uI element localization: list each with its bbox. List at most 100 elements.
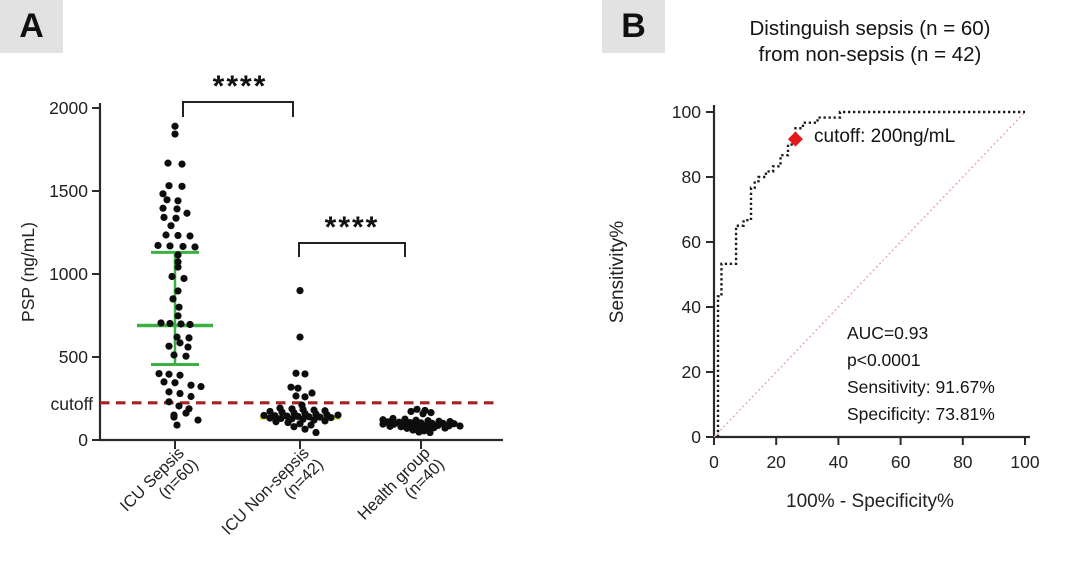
scatter-data-point bbox=[176, 389, 184, 398]
scatter-data-point bbox=[176, 371, 184, 379]
scatter-data-point bbox=[260, 411, 268, 420]
scatter-data-point bbox=[178, 182, 186, 190]
scatter-data-point bbox=[296, 420, 304, 428]
panel-b-x-tick-label: 100 bbox=[1010, 452, 1039, 472]
scatter-data-point bbox=[316, 413, 324, 421]
roc-stats-block: AUC=0.93 p<0.0001 Sensitivity: 91.67% Sp… bbox=[847, 320, 995, 428]
scatter-data-point bbox=[292, 369, 300, 377]
scatter-data-point bbox=[164, 159, 172, 167]
scatter-data-point bbox=[166, 319, 174, 328]
scatter-data-point bbox=[166, 242, 174, 250]
roc-curve bbox=[716, 110, 1025, 437]
scatter-data-point bbox=[379, 420, 387, 428]
scatter-data-point bbox=[197, 382, 205, 391]
scatter-data-point bbox=[165, 342, 173, 350]
scatter-data-point bbox=[178, 160, 186, 168]
scatter-data-point bbox=[159, 204, 167, 212]
scatter-data-point bbox=[290, 423, 298, 431]
scatter-data-point bbox=[167, 222, 175, 230]
panel-a-y-tick-label: 500 bbox=[59, 347, 88, 367]
scatter-data-point bbox=[174, 231, 182, 240]
scatter-data-point bbox=[168, 272, 176, 281]
scatter-data-point bbox=[182, 352, 190, 360]
scatter-data-point bbox=[278, 408, 286, 416]
scatter-data-point bbox=[174, 263, 182, 271]
scatter-data-point bbox=[186, 320, 194, 329]
scatter-data-point bbox=[160, 213, 168, 221]
panel-a-y-axis-title: PSP (ng/mL) bbox=[18, 222, 38, 322]
panel-b-x-axis-title: 100% - Specificity% bbox=[786, 491, 954, 512]
scatter-data-point bbox=[157, 319, 165, 327]
scatter-data-point bbox=[165, 398, 173, 406]
scatter-data-point bbox=[191, 243, 199, 251]
scatter-data-point bbox=[296, 333, 304, 341]
panel-b-y-tick-label: 80 bbox=[682, 167, 702, 187]
scatter-data-point bbox=[171, 122, 179, 130]
significance-bracket bbox=[298, 242, 406, 257]
panel-b-y-tick-label: 40 bbox=[682, 297, 702, 317]
scatter-data-point bbox=[165, 388, 173, 396]
scatter-data-point bbox=[284, 418, 292, 427]
roc-sensitivity-text: Sensitivity: 91.67% bbox=[847, 377, 995, 397]
scatter-data-point bbox=[179, 242, 187, 251]
panel-a-y-tick-label: 0 bbox=[78, 430, 88, 450]
significance-stars-nonsepsis-vs-health: **** bbox=[324, 211, 380, 244]
scatter-data-point bbox=[327, 413, 335, 422]
panel-a-cutoff-label: cutoff bbox=[50, 394, 94, 414]
panel-b-x-tick-label: 60 bbox=[891, 452, 911, 472]
scatter-data-point bbox=[266, 414, 274, 422]
panel-b-y-axis-title: Sensitivity% bbox=[607, 220, 628, 324]
scatter-data-point bbox=[183, 209, 191, 217]
scatter-data-point bbox=[186, 232, 194, 240]
scatter-data-point bbox=[407, 407, 415, 416]
scatter-data-point bbox=[334, 411, 342, 419]
scatter-data-point bbox=[182, 409, 190, 417]
scatter-data-point bbox=[389, 414, 397, 423]
scatter-data-point bbox=[194, 416, 202, 424]
scatter-data-point bbox=[173, 333, 181, 341]
x-category-label-group: ICU Non-sepsis(n=42) bbox=[218, 444, 327, 538]
scatter-data-point bbox=[272, 418, 280, 426]
scatter-data-point bbox=[386, 422, 394, 430]
scatter-data-point bbox=[187, 392, 195, 401]
panel-b-label: B bbox=[602, 0, 665, 53]
scatter-data-point bbox=[154, 241, 162, 250]
scatter-data-point bbox=[174, 251, 182, 259]
scatter-data-point bbox=[165, 182, 173, 190]
scatter-data-point bbox=[287, 383, 295, 391]
roc-cutoff-annotation: cutoff: 200ng/mL bbox=[814, 126, 956, 147]
scatter-data-point bbox=[409, 426, 417, 434]
scatter-data-point bbox=[426, 428, 434, 437]
scatter-data-point bbox=[174, 258, 182, 266]
scatter-data-point bbox=[160, 378, 168, 386]
scatter-data-point bbox=[172, 214, 180, 222]
scatter-data-point bbox=[171, 130, 179, 138]
scatter-data-point bbox=[403, 424, 411, 432]
scatter-data-point bbox=[159, 190, 167, 198]
scatter-data-point bbox=[173, 205, 181, 213]
scatter-data-point bbox=[176, 339, 184, 347]
scatter-data-point bbox=[308, 389, 316, 397]
scatter-data-point bbox=[185, 334, 193, 342]
scatter-data-point bbox=[294, 384, 302, 392]
scatter-data-point bbox=[162, 231, 170, 239]
panel-b-title-line1: Distinguish sepsis (n = 60) bbox=[749, 17, 991, 40]
scatter-data-point bbox=[415, 428, 423, 436]
scatter-data-point bbox=[296, 287, 304, 295]
scatter-data-point bbox=[187, 381, 195, 389]
panel-b-title-line2: from non-sepsis (n = 42) bbox=[758, 43, 982, 66]
panel-b-x-tick-label: 0 bbox=[709, 452, 719, 472]
panel-a-y-tick-label: 2000 bbox=[49, 98, 88, 118]
scatter-data-point bbox=[180, 274, 188, 283]
roc-chance-diagonal bbox=[713, 111, 1026, 438]
significance-stars-sepsis-vs-nonsepsis: **** bbox=[212, 70, 268, 103]
scatter-data-point bbox=[456, 422, 464, 430]
significance-bracket bbox=[182, 101, 294, 117]
scatter-data-point bbox=[301, 425, 309, 433]
scatter-data-point bbox=[301, 393, 309, 401]
scatter-data-point bbox=[170, 413, 178, 421]
scatter-data-point bbox=[397, 423, 405, 431]
scatter-data-point bbox=[321, 417, 329, 425]
x-category-label-group: Health group(n=40) bbox=[354, 444, 448, 524]
panel-b-y-tick-label: 20 bbox=[682, 362, 702, 382]
